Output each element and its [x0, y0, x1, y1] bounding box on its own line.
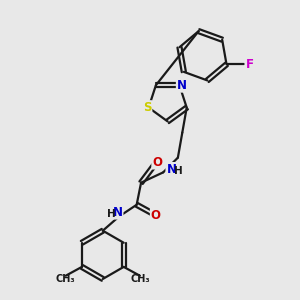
- Text: N: N: [177, 79, 187, 92]
- Text: H: H: [107, 208, 116, 219]
- Text: H: H: [173, 166, 182, 176]
- Text: O: O: [152, 156, 162, 169]
- Text: CH₃: CH₃: [55, 274, 75, 284]
- Text: O: O: [151, 208, 161, 222]
- Text: N: N: [167, 163, 176, 176]
- Text: CH₃: CH₃: [131, 274, 150, 284]
- Text: S: S: [143, 101, 152, 114]
- Text: N: N: [112, 206, 122, 219]
- Text: F: F: [245, 58, 253, 71]
